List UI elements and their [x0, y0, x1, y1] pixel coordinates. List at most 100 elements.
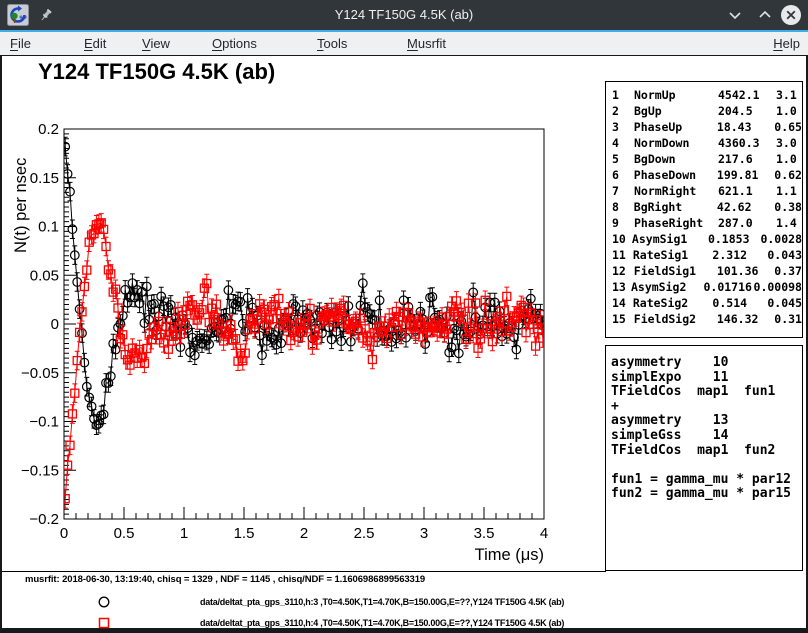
param-row-FieldSig1: 12 FieldSig1 101.36 0.37: [606, 263, 802, 279]
param-num: 10: [612, 232, 626, 246]
param-num: 9: [612, 216, 619, 230]
plot-area[interactable]: 0 0.5 1 1.5 2 2.5 3 3.5 4 −0.2 −0.15 −0.1 −0.05 0 0.05…: [2, 101, 562, 571]
data-point-square: [64, 494, 70, 504]
data-point-circle: [470, 312, 481, 323]
data-point-square: [396, 329, 406, 340]
data-point-square: [161, 321, 171, 331]
data-point-square: [269, 300, 279, 310]
series-errorbars: [64, 213, 544, 509]
data-point-square: [151, 330, 162, 340]
param-err: 1.0: [776, 104, 797, 118]
data-point-circle: [127, 278, 138, 289]
data-point-square: [118, 330, 128, 340]
menu-item-options[interactable]: Options: [212, 36, 257, 51]
data-point-square: [98, 224, 109, 235]
data-point-square: [144, 329, 154, 339]
param-err: 0.37: [774, 264, 802, 278]
data-point-square: [139, 358, 150, 369]
close-button[interactable]: [780, 4, 802, 26]
menu-item-file[interactable]: File: [10, 36, 31, 51]
data-point-square: [382, 333, 392, 344]
titlebar[interactable]: ++ Y124 TF150G 4.5K (ab): [0, 0, 808, 30]
data-point-square: [406, 319, 416, 329]
data-point-circle: [187, 332, 198, 343]
y-axis-title: N(t) per nsec: [12, 158, 30, 253]
param-name: NormUp: [634, 88, 676, 102]
data-point-square: [247, 314, 258, 324]
data-point-square: [533, 324, 543, 334]
data-point-square: [442, 324, 452, 334]
data-point-square: [422, 321, 433, 331]
param-name: NormDown: [634, 136, 690, 150]
data-point-circle: [288, 299, 299, 309]
menu-item-edit[interactable]: Edit: [84, 36, 107, 51]
param-num: 1: [612, 88, 619, 102]
param-err: 0.00098: [753, 280, 802, 294]
y-tick-label: −0.1: [29, 414, 59, 431]
data-point-circle: [134, 298, 145, 309]
x-tick-label: 0: [60, 525, 68, 542]
param-val: 287.0: [718, 216, 753, 230]
y-tick-label: −0.05: [21, 365, 59, 382]
param-name: PhaseDown: [633, 168, 697, 182]
data-point-square: [506, 322, 517, 332]
series-square: [64, 213, 544, 509]
data-point-circle: [326, 334, 337, 345]
data-point-circle: [84, 392, 95, 403]
data-point-square: [499, 306, 510, 316]
data-point-square: [274, 293, 284, 304]
data-point-square: [228, 335, 238, 345]
window-title: Y124 TF150G 4.5K (ab): [334, 7, 474, 22]
param-err: 1.4: [776, 216, 797, 230]
data-point-square: [410, 329, 421, 339]
legend-label: data/deltat_pta_gps_3110,h:3 ,T0=4.50K,T…: [200, 597, 565, 607]
param-name: NormRight: [634, 184, 697, 198]
data-point-square: [398, 307, 409, 317]
data-point-square: [163, 344, 174, 354]
data-point-square: [473, 343, 483, 353]
theory-panel: asymmetry 10 simplExpo 11 TFieldCos map1…: [605, 345, 803, 571]
data-point-square: [209, 315, 219, 325]
data-point-square: [437, 312, 447, 322]
y-tick-label: 0: [51, 316, 59, 333]
x-tick-label: 3: [420, 525, 428, 542]
plot-title: Y124 TF150G 4.5K (ab): [38, 59, 276, 84]
data-point-square: [478, 323, 488, 333]
data-point-square: [377, 326, 387, 337]
param-name: BgDown: [634, 152, 676, 166]
menu-item-musrfit[interactable]: Musrfit: [407, 36, 447, 51]
param-val: 199.81: [716, 168, 759, 182]
data-point-circle: [489, 297, 500, 308]
data-point-square: [502, 291, 512, 302]
data-point-square: [199, 283, 210, 293]
menu-item-tools[interactable]: Tools: [317, 36, 348, 51]
maximize-button[interactable]: [754, 4, 776, 26]
param-num: 11: [612, 248, 626, 262]
data-point-square: [230, 334, 241, 344]
data-point-square: [283, 307, 294, 317]
data-point-square: [264, 315, 274, 325]
data-point-square: [67, 409, 78, 419]
minimize-button[interactable]: [724, 4, 746, 26]
data-point-square: [418, 332, 428, 342]
fit-info-text: musrfit: 2018-06-30, 13:19:40, chisq = 1…: [25, 574, 426, 585]
data-point-square: [403, 308, 414, 318]
data-point-circle: [297, 305, 308, 316]
menu-item-help[interactable]: Help: [773, 36, 800, 51]
data-point-circle: [158, 301, 169, 312]
param-row-PhaseUp: 3 PhaseUp 18.43 0.65: [606, 119, 802, 135]
data-point-square: [386, 322, 397, 333]
data-point-square: [372, 328, 382, 338]
menu-item-view[interactable]: View: [142, 36, 170, 51]
data-point-circle: [108, 338, 119, 349]
data-point-square: [389, 317, 399, 327]
data-point-circle: [79, 357, 90, 368]
data-point-square: [122, 355, 133, 365]
x-tick-label: 0.5: [114, 525, 135, 542]
data-point-square: [526, 308, 536, 318]
param-row-BgDown: 5 BgDown 217.6 1.0: [606, 151, 802, 167]
data-point-square: [221, 326, 231, 337]
data-point-square: [295, 318, 306, 328]
circle-marker-icon: [98, 596, 110, 608]
